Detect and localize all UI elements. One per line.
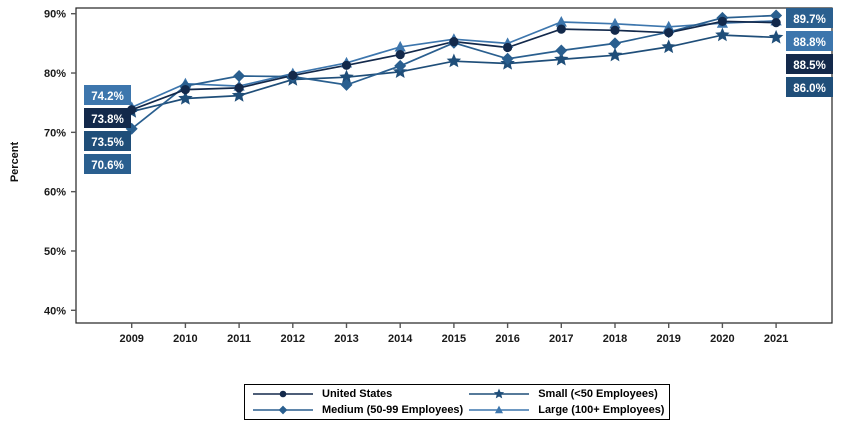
end-label-box: [786, 54, 833, 74]
x-tick-label: 2014: [388, 333, 413, 345]
start-value-label: 73.8%: [91, 114, 124, 126]
y-tick-label: 90%: [44, 9, 66, 21]
star-marker: [178, 90, 193, 105]
end-label-box: [786, 31, 833, 51]
y-axis-title: Percent: [9, 141, 21, 182]
circle-marker: [341, 60, 352, 70]
start-label-box: [84, 108, 131, 128]
star-marker: [231, 87, 247, 102]
diamond-legend-icon: [253, 405, 313, 415]
triangle-marker: [663, 20, 675, 32]
legend: United States Small (<50 Employees) Medium…: [244, 384, 670, 420]
star-marker: [339, 69, 354, 84]
star-marker: [715, 27, 730, 42]
diamond-marker: [609, 37, 621, 50]
x-tick-label: 2021: [764, 333, 788, 345]
legend-item-circle: United States: [253, 386, 463, 402]
diamond-marker: [555, 44, 568, 57]
end-value-label: 89.7%: [793, 14, 826, 26]
triangle-marker: [495, 405, 504, 414]
end-label-box: [786, 77, 833, 97]
circle-marker: [288, 70, 298, 80]
x-tick-label: 2020: [710, 333, 734, 345]
star-marker: [661, 39, 676, 54]
legend-item-diamond: Medium (50-99 Employees): [253, 402, 463, 418]
y-tick-label: 70%: [44, 127, 66, 139]
star-marker: [554, 51, 569, 66]
diamond-marker: [394, 59, 407, 72]
circle-marker: [610, 25, 620, 35]
star-marker: [768, 29, 784, 44]
circle-marker: [664, 28, 674, 38]
start-label-box: [84, 85, 131, 105]
line-chart: 90% 80% 70% 60% 50% 40% 2009 2010 2011 2012 2013 20…: [9, 7, 833, 345]
x-tick-label: 2016: [495, 333, 519, 345]
start-label-box: [84, 154, 131, 174]
start-value-label: 73.5%: [91, 137, 124, 149]
diamond-marker: [501, 52, 514, 65]
circle-marker: [234, 83, 244, 93]
series-line-diamond: [131, 14, 777, 130]
start-label-box: [84, 131, 131, 151]
circle-marker: [556, 24, 566, 34]
legend-label: Medium (50-99 Employees): [322, 404, 464, 416]
star-marker: [494, 388, 505, 399]
x-tick-label: 2013: [334, 333, 358, 345]
diamond-marker: [770, 9, 783, 22]
circle-marker: [771, 17, 781, 28]
triangle-legend-icon: [469, 405, 530, 414]
triangle-marker: [555, 16, 567, 27]
x-tick-label: 2011: [227, 333, 251, 345]
circle-marker: [717, 16, 728, 27]
end-label-box: [786, 8, 833, 28]
circle-legend-icon: [253, 390, 313, 398]
x-tick-label: 2015: [442, 333, 466, 345]
star-legend-icon: [469, 388, 530, 399]
legend-label: Large (100+ Employees): [538, 404, 665, 416]
x-tick-label: 2017: [549, 333, 573, 345]
diamond-marker: [340, 78, 353, 91]
x-tick-label: 2019: [656, 333, 680, 345]
end-value-label: 86.0%: [793, 83, 826, 95]
legend-item-star: Small (<50 Employees): [469, 386, 664, 402]
x-tick-label: 2009: [119, 333, 143, 345]
start-value-label: 74.2%: [91, 91, 124, 103]
legend-item-triangle: Large (100+ Employees): [469, 402, 664, 418]
triangle-marker: [609, 17, 621, 29]
diamond-marker: [278, 405, 288, 415]
x-tick-label: 2012: [281, 333, 305, 345]
y-tick-label: 60%: [44, 187, 66, 199]
x-tick-label: 2010: [173, 333, 197, 345]
y-tick-label: 50%: [44, 246, 66, 258]
star-marker: [446, 53, 462, 68]
legend-label: United States: [322, 388, 393, 400]
circle-marker: [395, 50, 405, 60]
circle-marker: [180, 85, 190, 95]
triangle-marker: [394, 40, 406, 52]
x-tick-label: 2018: [603, 333, 627, 345]
y-tick-label: 40%: [44, 305, 66, 317]
circle-marker: [449, 36, 459, 47]
circle-marker: [503, 42, 513, 53]
circle-marker: [279, 390, 287, 398]
y-tick-label: 80%: [44, 68, 66, 80]
legend-label: Small (<50 Employees): [538, 388, 658, 400]
end-value-label: 88.8%: [793, 37, 826, 49]
star-marker: [607, 47, 623, 62]
start-value-label: 70.6%: [91, 160, 124, 172]
end-value-label: 88.5%: [793, 60, 826, 72]
diamond-marker: [233, 69, 246, 82]
